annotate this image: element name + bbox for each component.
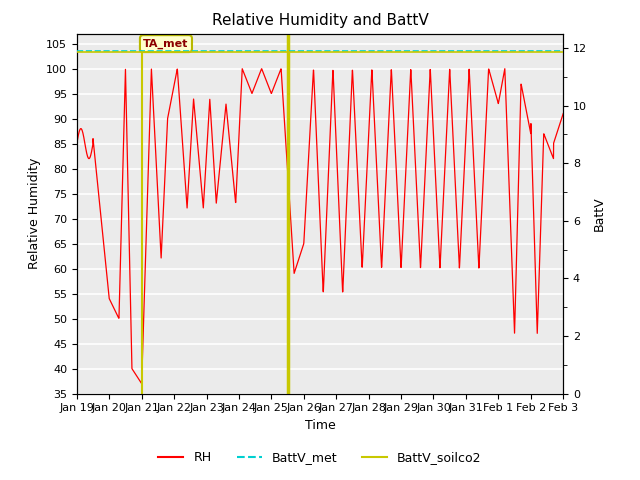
Title: Relative Humidity and BattV: Relative Humidity and BattV xyxy=(212,13,428,28)
Y-axis label: Relative Humidity: Relative Humidity xyxy=(28,158,40,269)
X-axis label: Time: Time xyxy=(305,419,335,432)
Text: TA_met: TA_met xyxy=(143,38,189,49)
Y-axis label: BattV: BattV xyxy=(593,196,605,231)
Legend: RH, BattV_met, BattV_soilco2: RH, BattV_met, BattV_soilco2 xyxy=(154,446,486,469)
